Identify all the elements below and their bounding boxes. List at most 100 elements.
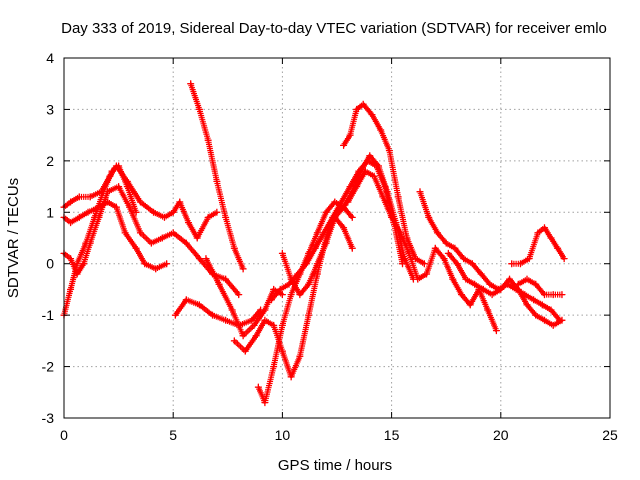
- data-point: [261, 399, 269, 407]
- data-point: [80, 260, 88, 268]
- gridlines: [64, 58, 610, 418]
- data-point: [385, 147, 393, 155]
- data-point: [558, 316, 566, 324]
- data-point: [460, 255, 468, 263]
- data-point: [449, 275, 457, 283]
- data-point: [532, 311, 540, 319]
- data-point: [296, 291, 304, 299]
- data-point: [540, 224, 548, 232]
- data-point: [554, 244, 562, 252]
- data-point: [506, 275, 514, 283]
- data-point: [486, 280, 494, 288]
- data-point: [147, 239, 155, 247]
- data-point: [213, 208, 221, 216]
- data-point: [141, 260, 149, 268]
- data-point: [241, 347, 249, 355]
- data-point: [132, 208, 140, 216]
- data-point: [121, 229, 129, 237]
- data-point: [163, 260, 171, 268]
- data-point: [278, 321, 286, 329]
- data-point: [540, 316, 548, 324]
- data-point: [412, 255, 420, 263]
- data-point: [195, 255, 203, 263]
- data-point: [425, 213, 433, 221]
- data-point: [313, 229, 321, 237]
- data-point: [75, 193, 83, 201]
- data-point: [331, 213, 339, 221]
- data-point: [169, 229, 177, 237]
- y-tick-label: 0: [46, 256, 54, 272]
- data-point: [152, 265, 160, 273]
- x-tick-label: 0: [60, 427, 68, 443]
- data-point: [549, 291, 557, 299]
- data-point: [123, 183, 131, 191]
- data-point: [532, 280, 540, 288]
- series-arc-15: [444, 249, 566, 329]
- y-tick-label: 2: [46, 153, 54, 169]
- data-point: [193, 234, 201, 242]
- data-point: [305, 280, 313, 288]
- series-arc-7: [202, 255, 286, 340]
- data-point: [477, 270, 485, 278]
- data-point: [423, 270, 431, 278]
- data-point: [471, 280, 479, 288]
- data-point: [431, 244, 439, 252]
- data-point: [73, 260, 81, 268]
- data-point: [488, 291, 496, 299]
- data-point: [287, 291, 295, 299]
- axis-ticks: [63, 57, 611, 419]
- data-point: [278, 347, 286, 355]
- series-arc-14: [416, 188, 564, 324]
- data-point: [523, 301, 531, 309]
- data-point: [331, 198, 339, 206]
- data-point: [136, 229, 144, 237]
- chart-title: Day 333 of 2019, Sidereal Day-to-day VTE…: [61, 20, 607, 37]
- data-point: [433, 229, 441, 237]
- series-arc-13: [344, 167, 500, 335]
- data-point: [195, 105, 203, 113]
- data-point: [468, 260, 476, 268]
- data-point: [235, 291, 243, 299]
- data-point: [270, 321, 278, 329]
- plot-frame: [63, 57, 611, 419]
- data-point: [344, 198, 352, 206]
- data-point: [383, 188, 391, 196]
- data-point: [366, 152, 374, 160]
- data-point: [278, 291, 286, 299]
- data-point: [313, 260, 321, 268]
- y-tick-label: -2: [42, 359, 55, 375]
- data-point: [209, 311, 217, 319]
- data-point: [540, 291, 548, 299]
- data-point: [322, 208, 330, 216]
- series-arc-17: [514, 275, 566, 299]
- data-point: [497, 285, 505, 293]
- data-point: [99, 188, 107, 196]
- data-point: [261, 306, 269, 314]
- y-tick-label: 3: [46, 101, 54, 117]
- data-point: [126, 203, 134, 211]
- data-point: [294, 270, 302, 278]
- data-point: [560, 255, 568, 263]
- data-point: [176, 198, 184, 206]
- series-arc-16: [508, 224, 568, 268]
- data-point: [340, 203, 348, 211]
- data-point: [187, 80, 195, 88]
- data-point: [379, 193, 387, 201]
- data-point: [462, 275, 470, 283]
- x-tick-label: 25: [602, 427, 618, 443]
- data-point: [516, 260, 524, 268]
- data-point: [414, 275, 422, 283]
- data-point: [451, 244, 459, 252]
- data-point: [204, 213, 212, 221]
- data-point: [213, 177, 221, 185]
- data-point: [311, 244, 319, 252]
- x-tick-label: 10: [275, 427, 291, 443]
- data-point: [132, 244, 140, 252]
- data-point: [67, 285, 75, 293]
- data-point: [67, 219, 75, 227]
- data-point: [276, 285, 284, 293]
- series-arc-6: [171, 296, 265, 329]
- data-point: [182, 239, 190, 247]
- data-point: [313, 270, 321, 278]
